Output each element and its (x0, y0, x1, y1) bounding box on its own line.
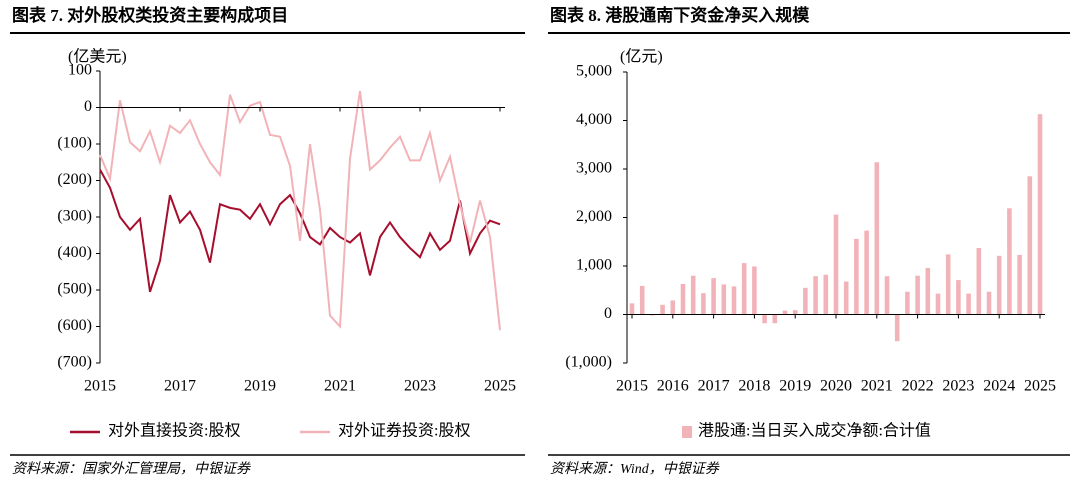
y-tick-label: 2,000 (576, 208, 612, 225)
x-tick-label: 2017 (698, 378, 730, 395)
x-tick-label: 2016 (657, 378, 689, 395)
bar (762, 314, 767, 324)
bar (966, 293, 971, 315)
bar (935, 293, 941, 315)
bar (833, 214, 839, 315)
bar (905, 291, 910, 315)
bar (711, 278, 716, 315)
x-tick-label: 2022 (902, 378, 934, 395)
bar (629, 303, 635, 315)
bar (803, 287, 808, 315)
y-tick-label: (400) (57, 244, 92, 261)
y-tick-label: 0 (84, 98, 92, 115)
y-unit: (亿元) (620, 48, 663, 66)
bar (782, 310, 788, 315)
bar (843, 281, 849, 315)
bar (813, 276, 818, 315)
y-tick-label: 4,000 (576, 111, 612, 128)
y-tick-label: (600) (57, 317, 92, 334)
bar (1007, 208, 1012, 315)
bar (680, 283, 686, 315)
bar (1017, 254, 1022, 315)
legend-label: 对外直接投资:股权 (108, 422, 240, 440)
x-tick-label: 2019 (779, 378, 811, 395)
x-tick-label: 2018 (738, 378, 770, 395)
bar (915, 275, 920, 315)
x-tick-label: 2023 (404, 378, 436, 395)
bar (660, 304, 665, 315)
bar (670, 300, 676, 315)
bar (701, 293, 706, 315)
x-tick-label: 2015 (84, 378, 116, 395)
y-tick-label: 1,000 (576, 257, 612, 274)
x-tick-label: 2025 (484, 378, 516, 395)
bar (854, 238, 859, 315)
bar (792, 310, 798, 315)
bar (976, 248, 982, 315)
legend-swatch (682, 426, 692, 438)
bar (1037, 114, 1043, 315)
y-tick-label: (100) (57, 135, 92, 152)
y-tick-label: (1,000) (565, 354, 612, 371)
x-tick-label: 2021 (861, 378, 893, 395)
x-tick-label: 2020 (820, 378, 852, 395)
bar (772, 314, 778, 324)
bar (884, 276, 890, 315)
bar (874, 162, 880, 315)
line-series (99, 90, 501, 331)
chart-title: 图表 7. 对外股权类投资主要构成项目 (12, 5, 288, 25)
x-tick-label: 2024 (983, 378, 1015, 395)
x-tick-label: 2019 (244, 378, 276, 395)
x-tick-label: 2025 (1024, 378, 1056, 395)
source: 资料来源：Wind，中银证券 (550, 461, 720, 477)
x-tick-label: 2015 (616, 378, 648, 395)
bar (986, 291, 992, 315)
y-tick-label: 3,000 (576, 160, 612, 177)
chart-title: 图表 8. 港股通南下资金净买入规模 (550, 5, 810, 25)
source: 资料来源：国家外汇管理局，中银证券 (12, 461, 251, 477)
bar (956, 280, 961, 315)
y-tick-label: (200) (57, 171, 92, 188)
bar (752, 266, 757, 315)
x-tick-label: 2017 (164, 378, 196, 395)
x-tick-label: 2023 (942, 378, 974, 395)
line-series (99, 169, 501, 293)
bar (996, 255, 1002, 315)
y-tick-label: 5,000 (576, 63, 612, 80)
bar (894, 314, 900, 342)
bar (925, 267, 931, 315)
x-tick-label: 2021 (324, 378, 356, 395)
bar (731, 286, 737, 315)
bar (721, 284, 727, 315)
bar (823, 274, 829, 315)
bar (639, 285, 645, 315)
bar (1027, 176, 1033, 315)
y-tick-label: (300) (57, 208, 92, 225)
legend-label: 对外证券投资:股权 (338, 422, 470, 440)
bar (864, 230, 869, 315)
y-tick-label: 100 (68, 62, 92, 79)
bar (945, 254, 951, 315)
y-tick-label: (700) (57, 354, 92, 371)
legend-label: 港股通:当日买入成交净额:合计值 (698, 422, 931, 440)
bar (690, 275, 696, 315)
y-unit: (亿美元) (68, 48, 127, 66)
y-tick-label: 0 (604, 305, 612, 322)
bar (741, 263, 747, 315)
y-tick-label: (500) (57, 281, 92, 298)
